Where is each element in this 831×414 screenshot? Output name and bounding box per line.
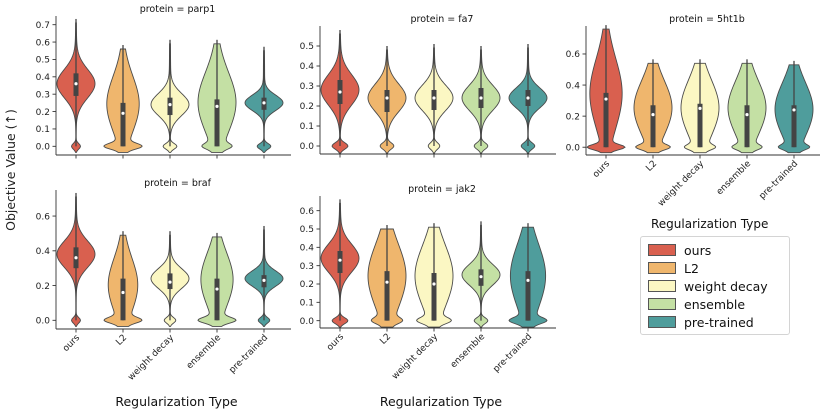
panel-title-5ht1b: protein = 5ht1b bbox=[669, 14, 745, 25]
median-parp1-l2 bbox=[121, 111, 125, 115]
y-tick-label-parp1: 0.4 bbox=[36, 73, 51, 83]
panel-title-braf: protein = braf bbox=[144, 178, 212, 189]
legend-swatch-ensemble bbox=[648, 298, 676, 310]
y-tick-label-fa7: 0.1 bbox=[300, 122, 314, 132]
legend-label-pre-trained: pre-trained bbox=[684, 314, 754, 330]
legend-label-ensemble: ensemble bbox=[684, 296, 746, 312]
y-tick-label-parp1: 0.0 bbox=[36, 143, 51, 153]
y-tick-label-jak2: 0.0 bbox=[300, 317, 315, 327]
y-tick-label-fa7: 0.2 bbox=[300, 102, 314, 112]
x-tick-label-jak2-l2: L2 bbox=[378, 332, 393, 347]
median-fa7-ours bbox=[338, 90, 342, 94]
median-parp1-weight-decay bbox=[168, 103, 172, 107]
y-tick-label-parp1: 0.7 bbox=[36, 21, 50, 31]
y-tick-label-parp1: 0.5 bbox=[36, 56, 50, 66]
median-jak2-weight-decay bbox=[432, 282, 436, 286]
legend: Regularization Type ours L2 weight decay… bbox=[640, 217, 790, 335]
y-tick-label-braf: 0.4 bbox=[36, 247, 51, 257]
y-tick-label-jak2: 0.1 bbox=[300, 299, 314, 309]
legend-label-ours: ours bbox=[684, 242, 712, 258]
y-tick-label-parp1: 0.6 bbox=[36, 38, 51, 48]
y-tick-label-parp1: 0.1 bbox=[36, 125, 50, 135]
x-axis-label-braf: Regularization Type bbox=[115, 394, 238, 409]
y-tick-label-jak2: 0.3 bbox=[300, 262, 314, 272]
x-tick-label-5ht1b-weight-decay: weight decay bbox=[656, 159, 706, 209]
y-axis-label: Objective Value (↑) bbox=[3, 109, 18, 231]
legend-item-pre-trained: pre-trained bbox=[648, 313, 782, 331]
x-tick-label-braf-l2: L2 bbox=[114, 333, 129, 348]
median-braf-ours bbox=[74, 256, 78, 260]
y-tick-label-braf: 0.0 bbox=[36, 317, 51, 327]
legend-swatch-pre-trained bbox=[648, 316, 676, 328]
y-tick-label-jak2: 0.5 bbox=[300, 225, 314, 235]
median-fa7-weight-decay bbox=[432, 96, 436, 100]
legend-swatch-ours bbox=[648, 244, 676, 256]
median-braf-l2 bbox=[121, 290, 125, 295]
x-tick-label-5ht1b-l2: L2 bbox=[644, 159, 659, 174]
panel-title-fa7: protein = fa7 bbox=[411, 14, 474, 25]
y-tick-label-jak2: 0.6 bbox=[300, 207, 315, 217]
legend-title: Regularization Type bbox=[651, 217, 769, 231]
x-tick-label-braf-ours: ours bbox=[61, 333, 82, 354]
median-5ht1b-weight-decay bbox=[698, 106, 702, 110]
x-tick-label-jak2-weight-decay: weight decay bbox=[390, 332, 440, 382]
median-braf-weight-decay bbox=[168, 280, 172, 284]
x-tick-label-braf-pre-trained: pre-trained bbox=[228, 333, 271, 376]
y-tick-label-5ht1b: 0.6 bbox=[566, 50, 581, 60]
panel-title-jak2: protein = jak2 bbox=[408, 184, 476, 195]
median-parp1-ensemble bbox=[215, 104, 219, 108]
x-tick-label-jak2-pre-trained: pre-trained bbox=[492, 332, 535, 375]
y-tick-label-fa7: 0.3 bbox=[300, 82, 314, 92]
legend-item-l2: L2 bbox=[648, 259, 782, 277]
median-jak2-l2 bbox=[385, 280, 389, 284]
y-tick-label-5ht1b: 0.2 bbox=[566, 112, 580, 122]
median-jak2-ours bbox=[338, 258, 342, 262]
y-tick-label-5ht1b: 0.0 bbox=[566, 143, 581, 153]
median-5ht1b-ensemble bbox=[745, 112, 749, 117]
y-tick-label-parp1: 0.3 bbox=[36, 90, 50, 100]
median-fa7-l2 bbox=[385, 96, 389, 100]
median-fa7-ensemble bbox=[479, 96, 483, 100]
legend-swatch-l2 bbox=[648, 262, 676, 274]
y-tick-label-fa7: 0.4 bbox=[300, 62, 315, 72]
y-tick-label-fa7: 0.0 bbox=[300, 142, 315, 152]
y-tick-label-jak2: 0.4 bbox=[300, 244, 315, 254]
x-tick-label-jak2-ensemble: ensemble bbox=[449, 332, 488, 371]
x-tick-label-5ht1b-ours: ours bbox=[591, 159, 612, 180]
legend-item-weight-decay: weight decay bbox=[648, 277, 782, 295]
legend-label-l2: L2 bbox=[684, 260, 699, 276]
median-fa7-pre-trained bbox=[526, 96, 530, 100]
median-braf-pre-trained bbox=[262, 278, 266, 282]
x-tick-label-5ht1b-pre-trained: pre-trained bbox=[758, 159, 801, 202]
legend-item-ensemble: ensemble bbox=[648, 295, 782, 313]
median-5ht1b-ours bbox=[604, 97, 608, 101]
median-parp1-ours bbox=[74, 82, 78, 86]
x-tick-label-5ht1b-ensemble: ensemble bbox=[715, 159, 754, 198]
y-tick-label-parp1: 0.2 bbox=[36, 108, 50, 118]
legend-label-weight-decay: weight decay bbox=[684, 278, 768, 294]
y-tick-label-braf: 0.2 bbox=[36, 282, 50, 292]
x-tick-label-jak2-ours: ours bbox=[325, 332, 346, 353]
y-tick-label-braf: 0.6 bbox=[36, 212, 51, 222]
median-jak2-pre-trained bbox=[526, 278, 530, 282]
median-braf-ensemble bbox=[215, 287, 219, 291]
median-5ht1b-pre-trained bbox=[792, 108, 796, 112]
legend-swatch-weight-decay bbox=[648, 280, 676, 292]
x-tick-label-braf-weight-decay: weight decay bbox=[126, 333, 176, 383]
y-tick-label-jak2: 0.2 bbox=[300, 280, 314, 290]
legend-box: ours L2 weight decay ensemble pre-traine… bbox=[640, 236, 790, 335]
median-jak2-ensemble bbox=[479, 275, 483, 279]
panel-title-parp1: protein = parp1 bbox=[140, 4, 216, 15]
x-tick-label-braf-ensemble: ensemble bbox=[185, 333, 224, 372]
median-5ht1b-l2 bbox=[651, 112, 655, 117]
x-axis-label-jak2: Regularization Type bbox=[380, 394, 503, 409]
legend-item-ours: ours bbox=[648, 241, 782, 259]
median-parp1-pre-trained bbox=[262, 101, 266, 105]
y-tick-label-fa7: 0.5 bbox=[300, 42, 314, 52]
y-tick-label-5ht1b: 0.4 bbox=[566, 81, 581, 91]
